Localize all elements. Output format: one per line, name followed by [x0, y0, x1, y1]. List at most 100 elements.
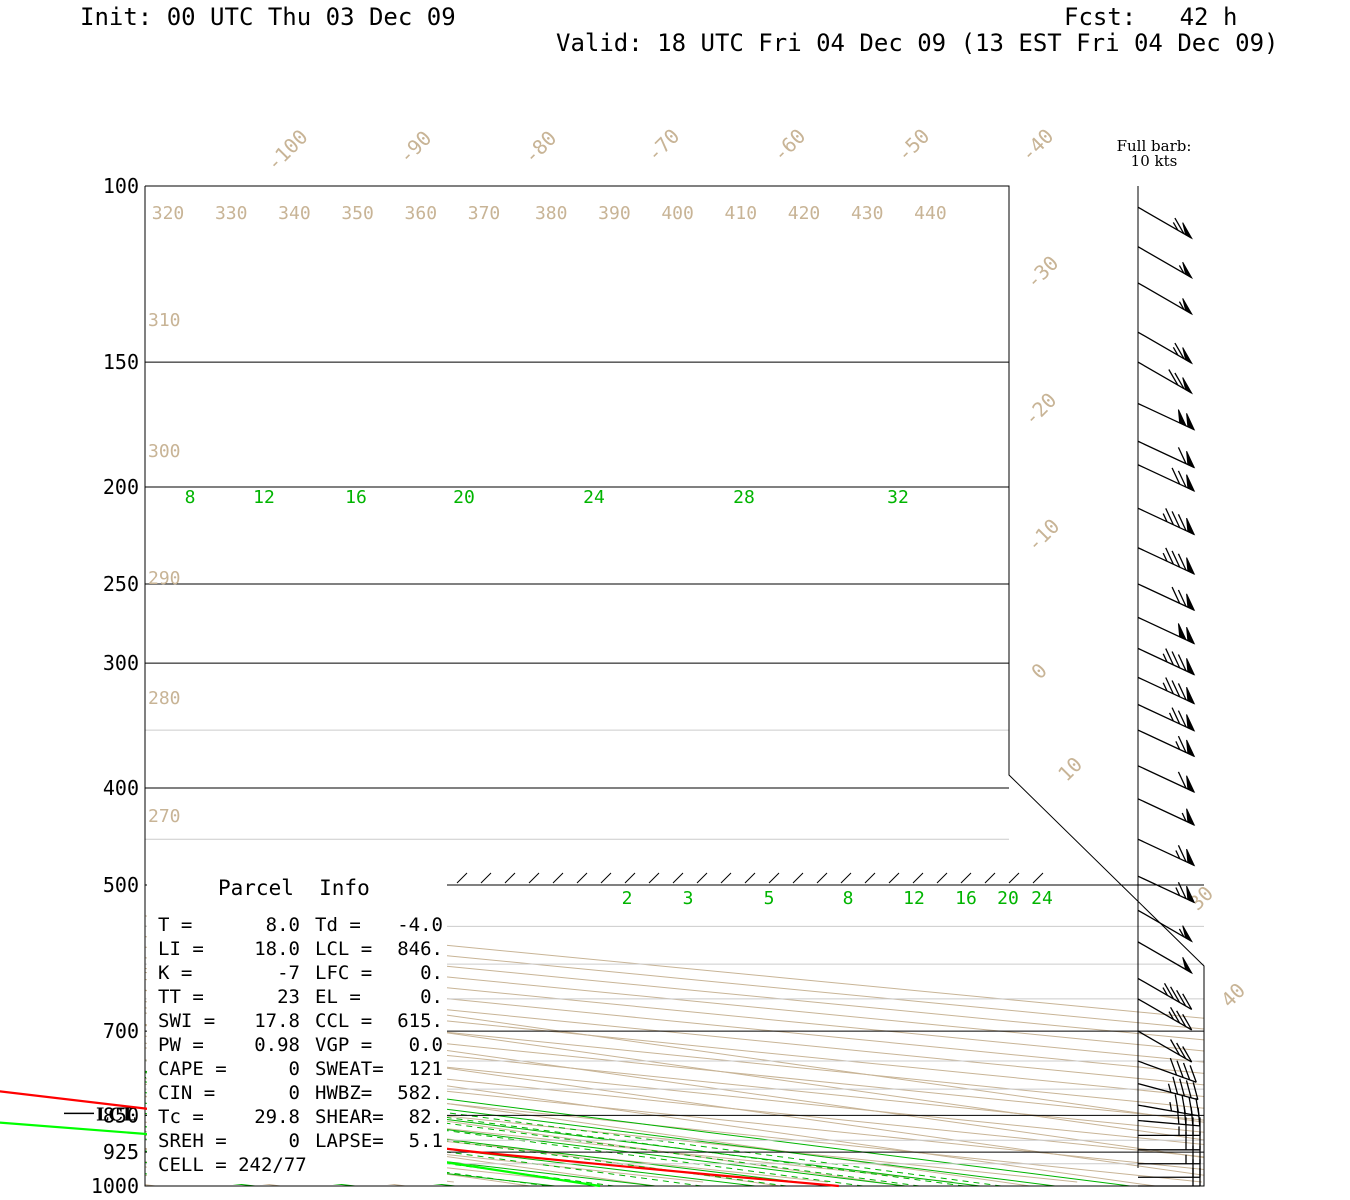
barb-feather [1170, 986, 1181, 1003]
isotherm-label: -60 [768, 124, 811, 167]
barb-staff [1137, 1119, 1200, 1127]
barb-feather [1182, 1062, 1191, 1081]
barb-feather [1165, 508, 1174, 525]
barb-half-feather [1168, 712, 1174, 722]
barb-staff [1137, 583, 1195, 611]
barb-half-feather [1162, 653, 1168, 663]
barb-half-feather [1162, 513, 1168, 523]
isotherm-line [145, 186, 1204, 1186]
freezing-hatch [1008, 872, 1020, 884]
barb-staff [1137, 703, 1195, 732]
barb-feather [1171, 467, 1181, 485]
theta-label-top: 400 [661, 203, 694, 224]
barb-staff [1137, 977, 1193, 1010]
barb-half-feather [1162, 987, 1169, 996]
mixing-ratio-label: 20 [997, 888, 1019, 909]
barb-pennant [1186, 714, 1196, 732]
barb-pennant [1186, 808, 1196, 827]
barb-feather [1177, 735, 1187, 753]
parcel-info-value: 846. [397, 938, 443, 960]
barb-feather [1170, 1039, 1181, 1056]
barb-feather [1185, 1080, 1192, 1099]
freezing-hatch [912, 872, 924, 884]
barb-staff [1137, 1104, 1200, 1117]
barb-pennant [1186, 775, 1196, 794]
barb-half-feather [1178, 301, 1185, 310]
barb-pennant [1186, 687, 1196, 705]
barb-feather [1165, 547, 1174, 565]
theta-label-left: 310 [148, 310, 181, 331]
mixing-ratio-label: 2 [622, 888, 633, 909]
freezing-hatch [648, 872, 660, 884]
barb-pennant [1186, 658, 1196, 676]
barb-feather [1171, 511, 1181, 528]
theta-label-top: 440 [914, 203, 947, 224]
barb-feather [1171, 680, 1181, 698]
barb-feather [1177, 882, 1187, 899]
mixing-ratio-group [145, 1072, 1002, 1186]
barb-pennant [1186, 627, 1196, 645]
barb-half-feather [1169, 1102, 1173, 1112]
barb-staff [1137, 440, 1195, 469]
pressure-tick-label: 150 [103, 350, 139, 374]
barb-pennant [1177, 623, 1188, 641]
barb-feather [1177, 771, 1187, 789]
barb-staff [1137, 798, 1195, 826]
theta-label-left: 290 [148, 568, 181, 589]
parcel-info-value: 582. [397, 1082, 443, 1104]
barb-pennant [1182, 222, 1194, 240]
mixing-ratio-line [145, 1089, 864, 1186]
wind-barbs [1137, 206, 1201, 1187]
dry-adiabat-line [145, 186, 1204, 1183]
barb-feather [1168, 369, 1179, 386]
isotherm-label: -30 [1021, 251, 1064, 294]
freezing-hatch [552, 872, 564, 884]
freezing-hatch [936, 872, 948, 884]
fcst-value: 42 h [1179, 3, 1238, 31]
parcel-info-label: TT = [158, 986, 204, 1008]
barb-feather [1182, 993, 1193, 1010]
barb-half-feather [1175, 741, 1181, 750]
freezing-hatch [888, 872, 900, 884]
barb-legend-line1: Full barb: [1116, 137, 1192, 155]
barb-half-feather [1178, 928, 1185, 938]
isotherm-label: -20 [1019, 388, 1062, 431]
barb-feather [1177, 654, 1187, 672]
barb-half-feather [1168, 1011, 1175, 1020]
parcel-info-label: PW = [158, 1034, 204, 1056]
parcel-info-title: Parcel Info [218, 876, 370, 900]
chart-border [144, 185, 1205, 1187]
isotherm-label: -90 [394, 126, 437, 169]
mixing-ratio-label: 24 [1031, 888, 1053, 909]
dry-adiabat-line [145, 186, 1204, 1183]
parcel-info-label: LAPSE= [315, 1130, 384, 1152]
dry-adiabat-line [145, 186, 1204, 1183]
mixing-ratio-line [145, 1076, 965, 1186]
parcel-info-label: CAPE = [158, 1058, 227, 1080]
parcel-info-label: CCL = [315, 1010, 372, 1032]
barb-feather [1177, 683, 1187, 701]
barb-staff [1137, 206, 1193, 239]
parcel-info-label: CELL = 242/77 [158, 1154, 307, 1176]
barb-half-feather [1175, 850, 1181, 859]
mixing-ratio-label: 3 [683, 888, 694, 909]
barb-staff [1137, 1030, 1193, 1063]
isotherm-label: -100 [262, 125, 313, 176]
barb-staff [1137, 765, 1195, 793]
barb-staff [1137, 875, 1195, 903]
parcel-info-label: SREH = [158, 1130, 227, 1152]
pressure-tick-label: 500 [103, 873, 139, 897]
parcel-info-value: 82. [409, 1106, 443, 1128]
parcel-info-value: 29.8 [254, 1106, 300, 1128]
parcel-info-label: SHEAR= [315, 1106, 384, 1128]
mixing-ratio-line [145, 1099, 787, 1186]
init-time-label: Init: 00 UTC Thu 03 Dec 09 [80, 3, 456, 31]
barb-feather [1177, 553, 1187, 571]
barb-staff [1137, 361, 1193, 394]
parcel-info-label: Tc = [158, 1106, 204, 1128]
barb-pennant [1186, 739, 1196, 758]
isotherm-label: -70 [642, 124, 685, 167]
barb-half-feather [1172, 222, 1179, 231]
freezing-hatch [744, 872, 756, 884]
parcel-info-value: 18.0 [254, 938, 300, 960]
